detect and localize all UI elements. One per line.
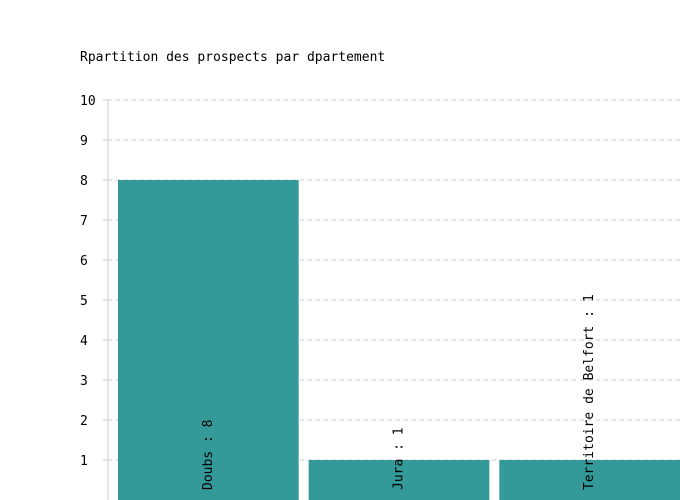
chart-title: Rpartition des prospects par dpartement xyxy=(80,50,386,65)
bar-doubs xyxy=(118,180,299,500)
bar-label: Jura : 1 xyxy=(392,427,407,490)
y-tick-label: 1 xyxy=(80,454,88,469)
bar-jura xyxy=(308,460,490,500)
y-tick-label: 10 xyxy=(80,94,96,109)
y-tick-label: 4 xyxy=(80,334,88,349)
bar-label: Territoire de Belfort : 1 xyxy=(582,294,597,490)
bar-labels: Doubs : 8 Jura : 1 Territoire de Belfort :… xyxy=(201,294,597,490)
y-tick-label: 3 xyxy=(80,374,88,389)
bar-territoire-de-belfort xyxy=(499,460,680,500)
y-tick-label: 9 xyxy=(80,134,88,149)
y-axis-ticks: 1 2 3 4 5 6 7 8 9 10 xyxy=(80,94,108,469)
y-tick-label: 6 xyxy=(80,254,88,269)
y-tick-label: 5 xyxy=(80,294,88,309)
y-tick-label: 8 xyxy=(80,174,88,189)
bar-label: Doubs : 8 xyxy=(201,420,216,490)
y-tick-label: 2 xyxy=(80,414,88,429)
y-tick-label: 7 xyxy=(80,214,88,229)
bars xyxy=(118,180,680,500)
